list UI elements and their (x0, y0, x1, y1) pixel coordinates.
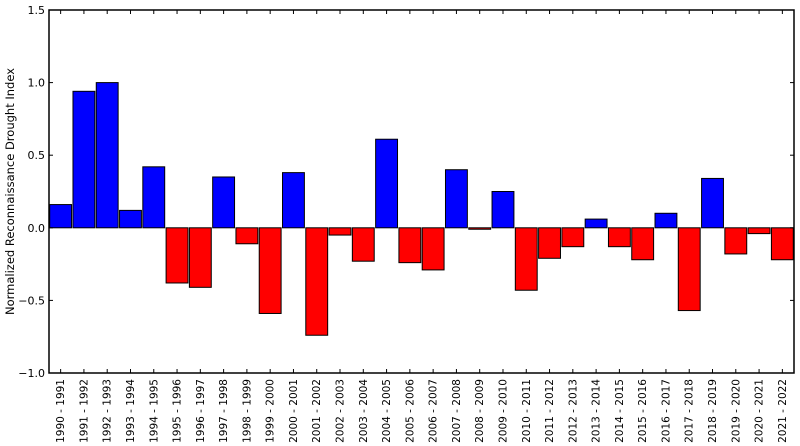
x-tick-label: 2017 - 2018 (684, 379, 696, 443)
x-tick-label: 2015 - 2016 (637, 379, 649, 443)
x-tick-label: 2001 - 2002 (311, 379, 323, 443)
x-tick-label: 1993 - 1994 (125, 379, 137, 443)
bar-1993-1994 (119, 209, 142, 229)
bar-2003-2004 (351, 227, 375, 262)
bar-1992-1993 (95, 82, 119, 229)
x-tick-label: 2006 - 2007 (428, 379, 440, 443)
y-tick-label: −1.0 (18, 367, 45, 380)
bar-2021-2022 (770, 227, 794, 261)
ticks-group (49, 9, 794, 374)
x-tick-label: 2013 - 2014 (591, 379, 603, 443)
bar-2006-2007 (421, 227, 445, 271)
x-tick-label: 2014 - 2015 (614, 379, 626, 443)
x-tick-label: 2020 - 2021 (754, 379, 766, 443)
x-tick-label: 2004 - 2005 (381, 379, 393, 443)
bar-2012-2013 (561, 227, 585, 248)
x-tick-label: 2016 - 2017 (660, 379, 672, 443)
x-tick-label: 2000 - 2001 (288, 379, 300, 443)
bar-2011-2012 (538, 227, 561, 259)
y-axis-label: Normalized Reconnaissance Drought Index (3, 68, 17, 315)
x-tick-label: 1990 - 1991 (55, 379, 67, 443)
bar-1999-2000 (258, 227, 282, 314)
bar-2000-2001 (282, 172, 305, 229)
bar-2002-2003 (328, 227, 352, 236)
x-tick-label: 1994 - 1995 (148, 379, 160, 443)
x-tick-label: 2005 - 2006 (404, 379, 416, 443)
bar-2013-2014 (584, 218, 608, 229)
bar-2015-2016 (631, 227, 655, 261)
bar-2016-2017 (654, 212, 678, 229)
y-axis-tick-labels: −1.0 −0.5 0.0 0.5 1.0 1.5 (18, 4, 45, 380)
x-tick-label: 2003 - 2004 (358, 379, 370, 443)
x-tick-label: 1995 - 1996 (172, 379, 184, 443)
bar-2018-2019 (701, 177, 724, 229)
bar-2019-2020 (724, 227, 748, 255)
bar-1991-1992 (72, 90, 96, 229)
bar-2010-2011 (514, 227, 538, 291)
x-tick-label: 1991 - 1992 (78, 379, 90, 443)
x-tick-label: 2021 - 2022 (777, 379, 789, 443)
bar-2017-2018 (677, 227, 701, 312)
bar-2007-2008 (444, 169, 468, 229)
bar-2005-2006 (398, 227, 422, 264)
x-tick-label: 2019 - 2020 (730, 379, 742, 443)
axes-border (48, 9, 795, 374)
y-tick-label: 0.5 (28, 149, 46, 162)
y-tick-label: 1.0 (28, 77, 46, 90)
x-axis-tick-labels: 1990 - 1991 1991 - 1992 1992 - 1993 1993 - … (55, 379, 789, 443)
bar-1990-1991 (49, 204, 73, 229)
x-tick-label: 2012 - 2013 (567, 379, 579, 443)
y-tick-label: −0.5 (18, 294, 45, 307)
bar-1994-1995 (142, 166, 166, 229)
y-tick-label: 0.0 (28, 222, 46, 235)
bar-2014-2015 (607, 227, 631, 248)
bars-group (49, 82, 794, 336)
x-tick-label: 1999 - 2000 (265, 379, 277, 443)
bar-2004-2005 (375, 138, 399, 229)
bar-1996-1997 (188, 227, 212, 288)
bar-1998-1999 (235, 227, 259, 245)
bar-2008-2009 (468, 227, 492, 230)
bar-2001-2002 (305, 227, 329, 336)
x-tick-label: 2002 - 2003 (335, 379, 347, 443)
bar-1995-1996 (165, 227, 189, 284)
x-tick-label: 1992 - 1993 (102, 379, 114, 443)
x-tick-label: 2009 - 2010 (497, 379, 509, 443)
y-tick-label: 1.5 (28, 4, 46, 17)
x-tick-label: 2011 - 2012 (544, 379, 556, 443)
x-tick-label: 2010 - 2011 (521, 379, 533, 443)
x-tick-label: 1997 - 1998 (218, 379, 230, 443)
x-tick-label: 2007 - 2008 (451, 379, 463, 443)
bar-1997-1998 (212, 176, 236, 229)
x-tick-label: 1998 - 1999 (241, 379, 253, 443)
plot-frame (48, 9, 795, 374)
x-tick-label: 2008 - 2009 (474, 379, 486, 443)
x-tick-label: 2018 - 2019 (707, 379, 719, 443)
x-tick-label: 1996 - 1997 (195, 379, 207, 443)
bar-2020-2021 (747, 227, 771, 235)
bar-2009-2010 (491, 191, 515, 229)
